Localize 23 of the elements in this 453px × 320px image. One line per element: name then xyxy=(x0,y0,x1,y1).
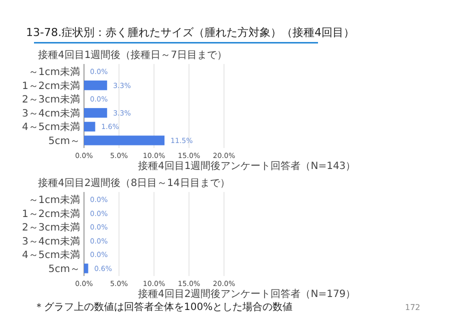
text: 接種4回目1週間後アンケート回答者（N=143） xyxy=(138,160,356,172)
text: 接種4回目2週間後アンケート回答者（N=179） xyxy=(138,288,356,300)
y-tick-label: 3～4cm未満 xyxy=(22,235,80,248)
y-tick-label: 3～4cm未満 xyxy=(22,107,80,120)
chart-title: 13-78.症状別：赤く腫れたサイズ（腫れた方対象）（接種4回目） xyxy=(26,26,354,39)
y-tick-label: 2～3cm未満 xyxy=(22,94,80,106)
y-tick-label: 4～5cm未満 xyxy=(22,249,80,262)
y-tick-label: ～1cm未満 xyxy=(28,194,80,206)
y-tick-label: 5cm～ xyxy=(48,264,80,275)
y-tick-label: 5cm～ xyxy=(48,136,80,147)
y-tick-label: 1～2cm未満 xyxy=(22,80,80,92)
bar xyxy=(84,108,108,118)
y-tick-label: 2～3cm未満 xyxy=(22,222,80,234)
y-tick-label: 4～5cm未満 xyxy=(22,121,80,134)
text: 172 xyxy=(405,303,420,312)
bar xyxy=(84,80,108,90)
chart-title: 接種4回目2週間後（8日目～14日目まで） xyxy=(38,177,230,189)
bar xyxy=(84,122,96,132)
bar xyxy=(84,136,164,146)
text: ＊グラフ上の数値は回答者全体を100%とした場合の数値 xyxy=(34,301,293,313)
y-tick-label: ～1cm未満 xyxy=(28,66,80,78)
y-tick-label: 1～2cm未満 xyxy=(22,208,80,220)
chart-subtitle: 接種4回目1週間後（接種日～7日目まで） xyxy=(38,49,228,61)
